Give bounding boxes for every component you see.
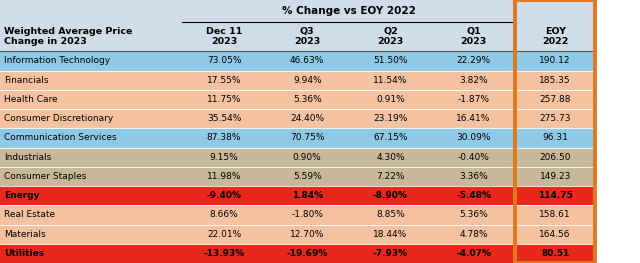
Text: EOY
2022: EOY 2022 [542,27,568,46]
Text: 35.54%: 35.54% [207,114,241,123]
Text: Health Care: Health Care [4,95,58,104]
Text: 5.36%: 5.36% [293,95,321,104]
Text: 23.19%: 23.19% [373,114,408,123]
Text: 9.94%: 9.94% [293,76,321,85]
Text: Consumer Discretionary: Consumer Discretionary [4,114,113,123]
Text: 87.38%: 87.38% [207,133,241,142]
Text: -4.07%: -4.07% [456,249,491,258]
Text: 16.41%: 16.41% [456,114,491,123]
Text: 22.29%: 22.29% [456,56,491,65]
Text: Materials: Materials [4,230,45,239]
Text: % Change vs EOY 2022: % Change vs EOY 2022 [282,6,416,16]
Text: Energy: Energy [4,191,39,200]
Text: 5.36%: 5.36% [460,210,488,219]
Bar [0,128,595,148]
Text: 12.70%: 12.70% [290,230,324,239]
Bar [0,205,595,225]
Text: -8.90%: -8.90% [373,191,408,200]
Bar [0,225,595,244]
Text: 158.61: 158.61 [540,210,571,219]
Text: 4.30%: 4.30% [376,153,404,162]
Bar [515,0,595,263]
Text: -9.40%: -9.40% [207,191,241,200]
Text: Q3
2023: Q3 2023 [294,27,321,46]
Text: 164.56: 164.56 [540,230,571,239]
Text: 46.63%: 46.63% [290,56,324,65]
Text: 3.82%: 3.82% [460,76,488,85]
Text: Utilities: Utilities [4,249,44,258]
Text: -7.93%: -7.93% [373,249,408,258]
Text: 80.51: 80.51 [541,249,570,258]
Text: 8.66%: 8.66% [210,210,238,219]
Text: Weighted Average Price
Change in 2023: Weighted Average Price Change in 2023 [4,27,132,46]
Text: 22.01%: 22.01% [207,230,241,239]
Text: 73.05%: 73.05% [207,56,241,65]
Text: 11.75%: 11.75% [207,95,241,104]
Text: 149.23: 149.23 [540,172,571,181]
Text: -1.87%: -1.87% [458,95,490,104]
Bar [0,109,595,128]
Bar [515,0,595,51]
Bar [0,186,595,205]
Text: 0.90%: 0.90% [293,153,321,162]
Text: Q1
2023: Q1 2023 [460,27,487,46]
Text: 7.22%: 7.22% [376,172,404,181]
Text: -13.93%: -13.93% [204,249,244,258]
Text: 1.84%: 1.84% [292,191,323,200]
Text: -19.69%: -19.69% [287,249,328,258]
Text: 257.88: 257.88 [540,95,571,104]
Text: -5.48%: -5.48% [456,191,491,200]
Text: 67.15%: 67.15% [373,133,408,142]
Text: Financials: Financials [4,76,49,85]
Text: 9.15%: 9.15% [210,153,238,162]
Text: 185.35: 185.35 [540,76,571,85]
Bar [0,167,595,186]
Text: Information Technology: Information Technology [4,56,110,65]
Bar [0,51,595,70]
Text: -0.40%: -0.40% [458,153,490,162]
Text: Communication Services: Communication Services [4,133,116,142]
Text: -1.80%: -1.80% [291,210,323,219]
Text: 70.75%: 70.75% [290,133,324,142]
Text: 8.85%: 8.85% [376,210,404,219]
Bar [0,244,595,263]
Text: 18.44%: 18.44% [373,230,408,239]
Text: Consumer Staples: Consumer Staples [4,172,86,181]
Text: 11.98%: 11.98% [207,172,241,181]
Text: 3.36%: 3.36% [460,172,488,181]
Text: 24.40%: 24.40% [290,114,324,123]
Bar [0,148,595,167]
Bar [0,70,595,90]
Text: Industrials: Industrials [4,153,51,162]
Text: 5.59%: 5.59% [293,172,321,181]
Text: 11.54%: 11.54% [373,76,408,85]
Bar [0,0,515,51]
Text: 4.78%: 4.78% [460,230,488,239]
Bar [0,90,595,109]
Text: 114.75: 114.75 [538,191,573,200]
Text: Q2
2023: Q2 2023 [377,27,404,46]
Text: 0.91%: 0.91% [376,95,404,104]
Text: 30.09%: 30.09% [456,133,491,142]
Text: 96.31: 96.31 [542,133,568,142]
Text: 275.73: 275.73 [540,114,571,123]
Text: Dec 11
2023: Dec 11 2023 [206,27,242,46]
Text: 17.55%: 17.55% [207,76,241,85]
Text: Real Estate: Real Estate [4,210,55,219]
Text: 51.50%: 51.50% [373,56,408,65]
Text: 190.12: 190.12 [540,56,571,65]
Text: 206.50: 206.50 [540,153,571,162]
